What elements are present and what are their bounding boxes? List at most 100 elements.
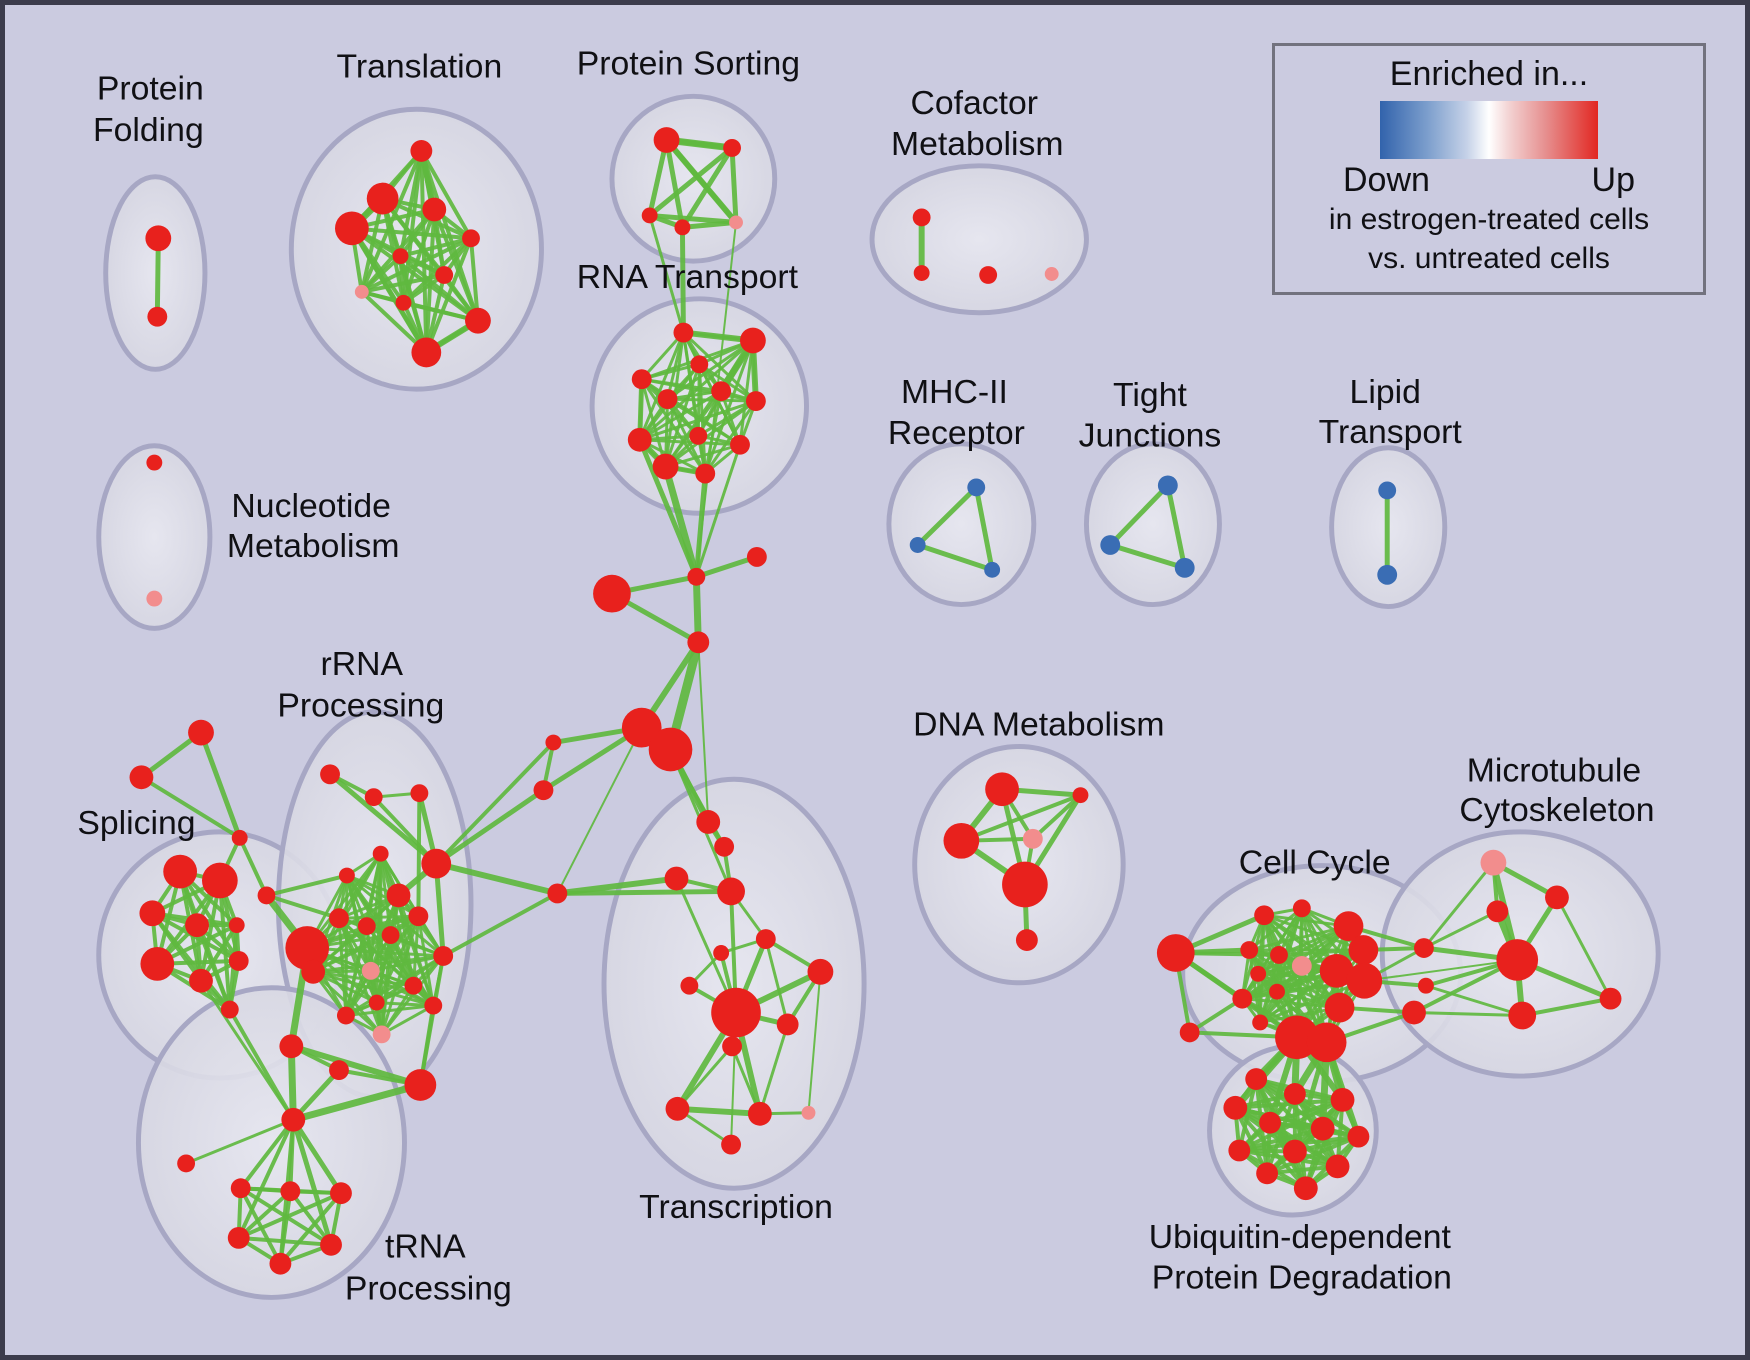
pf-geneset-node-1[interactable] <box>147 306 168 327</box>
rr-geneset-node-20[interactable] <box>329 1060 349 1081</box>
sp-geneset-node-8[interactable] <box>140 947 175 981</box>
rr-geneset-node-0[interactable] <box>320 764 340 785</box>
tx-geneset-node-14[interactable] <box>721 1134 741 1155</box>
tj-geneset-node-2[interactable] <box>1174 557 1195 578</box>
mhc-geneset-node-2[interactable] <box>984 561 1001 578</box>
sp-geneset-node-6[interactable] <box>185 913 209 938</box>
dm-geneset-node-4[interactable] <box>1002 861 1048 908</box>
sp-geneset-node-4[interactable] <box>201 862 238 899</box>
tr-geneset-node-3[interactable] <box>335 211 369 246</box>
ub-geneset-node-2[interactable] <box>1330 1087 1355 1112</box>
tn-geneset-node-3[interactable] <box>280 1181 301 1202</box>
conn-geneset-node-3[interactable] <box>687 631 710 654</box>
nm-geneset-node-1[interactable] <box>146 590 163 607</box>
sp-geneset-node-7[interactable] <box>228 917 245 934</box>
mt-geneset-node-4[interactable] <box>1508 1001 1537 1030</box>
dm-geneset-node-5[interactable] <box>1015 929 1038 951</box>
rr-geneset-node-13[interactable] <box>361 961 380 980</box>
cc-geneset-node-8[interactable] <box>1291 955 1312 976</box>
rr-geneset-node-5[interactable] <box>338 867 355 884</box>
ps-geneset-node-3[interactable] <box>674 219 691 236</box>
mt-geneset-node-3[interactable] <box>1496 939 1539 981</box>
sp-geneset-node-0[interactable] <box>188 719 214 746</box>
cc-geneset-node-1[interactable] <box>1179 1022 1200 1043</box>
rr-geneset-node-19[interactable] <box>279 1034 304 1059</box>
tr-geneset-node-4[interactable] <box>462 229 480 248</box>
rt-geneset-node-0[interactable] <box>673 322 694 343</box>
ub-geneset-node-8[interactable] <box>1282 1139 1307 1164</box>
conn-geneset-node-5[interactable] <box>648 727 693 772</box>
ub-geneset-node-0[interactable] <box>1245 1068 1268 1090</box>
tr-geneset-node-6[interactable] <box>435 266 454 284</box>
tn-geneset-node-6[interactable] <box>320 1233 342 1256</box>
tx-geneset-node-5[interactable] <box>713 945 730 961</box>
rr-geneset-node-6[interactable] <box>386 883 411 908</box>
tx-geneset-node-13[interactable] <box>801 1105 816 1120</box>
dm-geneset-node-1[interactable] <box>1072 787 1089 804</box>
cc-geneset-node-9[interactable] <box>1319 953 1354 988</box>
tj-geneset-node-0[interactable] <box>1157 475 1178 496</box>
mhc-geneset-node-0[interactable] <box>967 478 986 497</box>
tx-geneset-node-10[interactable] <box>722 1036 742 1057</box>
tx-geneset-node-12[interactable] <box>747 1101 772 1126</box>
sp-geneset-node-10[interactable] <box>228 950 249 971</box>
rt-geneset-node-6[interactable] <box>745 391 766 411</box>
ps-geneset-node-4[interactable] <box>729 215 743 230</box>
rr-geneset-node-18[interactable] <box>336 1006 355 1025</box>
cc-geneset-node-17[interactable] <box>1306 1022 1347 1063</box>
ps-geneset-node-1[interactable] <box>723 139 741 157</box>
sp-geneset-node-9[interactable] <box>189 968 213 993</box>
tx-geneset-node-9[interactable] <box>776 1013 799 1036</box>
conn-geneset-node-4[interactable] <box>621 707 662 748</box>
tr-geneset-node-7[interactable] <box>354 284 369 299</box>
tr-geneset-node-2[interactable] <box>422 197 447 222</box>
cc-geneset-node-14[interactable] <box>1252 1014 1269 1031</box>
tr-geneset-node-8[interactable] <box>395 294 412 311</box>
rr-geneset-node-21[interactable] <box>404 1069 437 1101</box>
cf-geneset-node-0[interactable] <box>912 208 931 227</box>
rr-geneset-node-8[interactable] <box>408 906 429 927</box>
sp-geneset-node-3[interactable] <box>163 854 198 889</box>
rr-geneset-node-11[interactable] <box>285 926 330 970</box>
dm-geneset-node-3[interactable] <box>1022 828 1043 849</box>
ps-geneset-node-0[interactable] <box>653 127 680 153</box>
rr-geneset-node-2[interactable] <box>410 784 429 803</box>
rt-geneset-node-2[interactable] <box>690 355 709 374</box>
sp-geneset-node-1[interactable] <box>129 765 154 790</box>
tx-geneset-node-1[interactable] <box>714 836 735 857</box>
tr-geneset-node-5[interactable] <box>392 248 409 265</box>
tx-geneset-node-8[interactable] <box>711 987 761 1038</box>
cc-geneset-node-19[interactable] <box>1417 977 1434 994</box>
rr-geneset-node-15[interactable] <box>404 976 423 995</box>
conn-geneset-node-0[interactable] <box>687 567 706 586</box>
cc-geneset-node-13[interactable] <box>1232 988 1253 1009</box>
cc-geneset-node-15[interactable] <box>1324 992 1355 1023</box>
tr-geneset-node-0[interactable] <box>410 140 433 162</box>
rr-geneset-node-1[interactable] <box>364 788 383 807</box>
rr-geneset-node-12[interactable] <box>301 959 326 984</box>
cc-geneset-node-18[interactable] <box>1414 938 1434 958</box>
ub-geneset-node-4[interactable] <box>1259 1111 1281 1134</box>
tr-geneset-node-10[interactable] <box>411 337 442 368</box>
tx-geneset-node-11[interactable] <box>665 1096 690 1121</box>
rt-geneset-node-10[interactable] <box>652 453 679 480</box>
mt-geneset-node-0[interactable] <box>1480 849 1507 876</box>
tx-geneset-node-7[interactable] <box>807 958 834 985</box>
conn-geneset-node-8[interactable] <box>257 886 276 905</box>
rr-geneset-node-17[interactable] <box>424 996 443 1015</box>
cf-geneset-node-3[interactable] <box>1044 267 1059 281</box>
cc-geneset-node-11[interactable] <box>1250 965 1267 982</box>
dm-geneset-node-0[interactable] <box>985 772 1019 807</box>
ub-geneset-node-10[interactable] <box>1256 1162 1279 1185</box>
rt-geneset-node-8[interactable] <box>689 426 708 445</box>
rr-geneset-node-16[interactable] <box>368 994 385 1011</box>
conn-geneset-node-1[interactable] <box>746 546 767 567</box>
cc-geneset-node-12[interactable] <box>1269 983 1285 1000</box>
cc-geneset-node-4[interactable] <box>1333 911 1364 942</box>
tj-geneset-node-1[interactable] <box>1100 535 1121 555</box>
ub-geneset-node-11[interactable] <box>1293 1176 1318 1201</box>
conn-geneset-node-6[interactable] <box>545 734 562 751</box>
tr-geneset-node-9[interactable] <box>465 307 491 334</box>
cc-geneset-node-6[interactable] <box>1240 941 1259 959</box>
mt-geneset-node-2[interactable] <box>1486 900 1509 923</box>
